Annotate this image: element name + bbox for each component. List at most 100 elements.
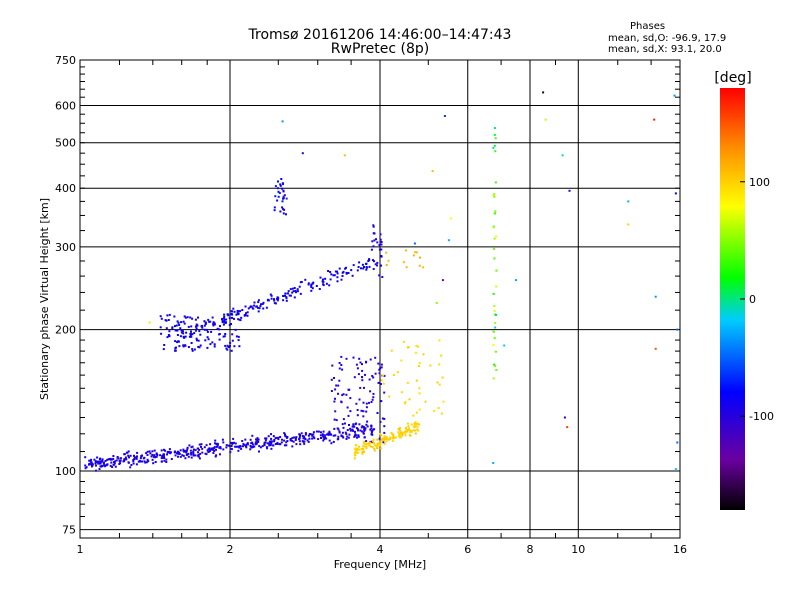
data-point xyxy=(282,190,285,193)
data-point xyxy=(353,454,356,457)
data-point xyxy=(379,238,382,241)
data-point xyxy=(185,449,188,452)
data-point xyxy=(380,255,383,257)
data-point xyxy=(229,341,232,344)
data-point xyxy=(168,313,171,316)
data-point xyxy=(373,232,376,235)
data-point xyxy=(112,457,115,460)
data-point xyxy=(245,312,247,315)
data-point xyxy=(151,458,154,461)
data-point xyxy=(375,238,377,241)
data-point xyxy=(213,446,216,449)
data-point xyxy=(84,467,87,470)
data-point xyxy=(185,331,188,334)
data-point xyxy=(362,432,365,435)
data-point xyxy=(279,184,282,187)
data-point xyxy=(231,339,234,342)
data-point xyxy=(358,357,361,360)
data-point xyxy=(492,462,495,464)
data-point xyxy=(276,299,279,302)
data-point xyxy=(133,454,135,457)
data-point xyxy=(249,445,252,448)
data-point xyxy=(436,381,439,384)
data-point xyxy=(276,296,279,299)
data-point xyxy=(209,448,212,451)
data-point xyxy=(221,438,224,441)
data-point xyxy=(182,345,185,348)
data-point xyxy=(385,438,388,441)
data-point xyxy=(214,455,217,458)
data-point xyxy=(203,324,206,327)
data-point xyxy=(253,445,256,448)
data-point xyxy=(377,362,380,365)
data-point xyxy=(91,464,94,467)
data-point xyxy=(274,185,277,188)
data-point xyxy=(244,305,247,308)
data-point xyxy=(177,450,180,453)
data-point xyxy=(206,328,208,331)
data-point xyxy=(493,305,496,307)
data-point xyxy=(401,434,404,437)
data-point xyxy=(230,323,232,325)
data-point xyxy=(284,294,286,297)
data-point xyxy=(323,434,326,437)
data-point xyxy=(352,356,355,359)
data-point xyxy=(278,443,281,446)
data-point xyxy=(211,447,214,450)
data-point xyxy=(211,316,214,319)
data-point xyxy=(161,455,164,458)
data-point xyxy=(312,281,315,284)
data-point xyxy=(127,461,130,464)
data-point xyxy=(337,437,340,440)
data-point xyxy=(106,458,109,461)
data-point xyxy=(294,289,297,292)
data-point xyxy=(317,430,320,433)
data-point xyxy=(191,349,194,352)
data-point xyxy=(165,319,168,322)
data-point xyxy=(274,302,277,305)
data-point xyxy=(370,401,373,403)
data-point xyxy=(332,440,335,443)
data-point xyxy=(413,422,416,425)
data-point xyxy=(135,457,138,460)
data-point xyxy=(333,400,336,403)
data-point xyxy=(404,427,407,430)
data-point xyxy=(159,454,162,457)
data-point xyxy=(199,344,202,347)
data-point xyxy=(365,402,368,405)
data-point xyxy=(397,431,400,434)
data-point xyxy=(291,439,293,442)
data-point xyxy=(383,417,386,420)
data-point xyxy=(347,272,350,274)
data-point xyxy=(406,422,409,425)
data-point xyxy=(495,235,498,238)
data-point xyxy=(362,410,365,413)
y-tick-label: 600 xyxy=(55,100,76,113)
data-point xyxy=(374,444,377,447)
data-point xyxy=(492,146,495,149)
data-point xyxy=(247,307,250,310)
data-point xyxy=(205,453,208,456)
data-point xyxy=(363,429,366,432)
data-point xyxy=(366,443,369,446)
data-point xyxy=(212,322,215,325)
data-point xyxy=(223,315,226,318)
data-point xyxy=(225,318,228,321)
data-point xyxy=(168,330,171,333)
data-point xyxy=(235,445,238,448)
data-point xyxy=(415,411,418,414)
data-point xyxy=(259,446,262,449)
data-point xyxy=(298,285,301,288)
data-point xyxy=(208,320,211,323)
data-point xyxy=(406,381,409,384)
data-point xyxy=(313,437,316,440)
data-point xyxy=(315,430,318,433)
data-point xyxy=(277,297,279,300)
data-point xyxy=(493,247,495,250)
data-point xyxy=(360,430,363,433)
data-point xyxy=(143,460,146,463)
data-point xyxy=(285,444,288,447)
data-point xyxy=(355,434,357,437)
data-point xyxy=(289,294,292,297)
data-point xyxy=(113,462,116,465)
